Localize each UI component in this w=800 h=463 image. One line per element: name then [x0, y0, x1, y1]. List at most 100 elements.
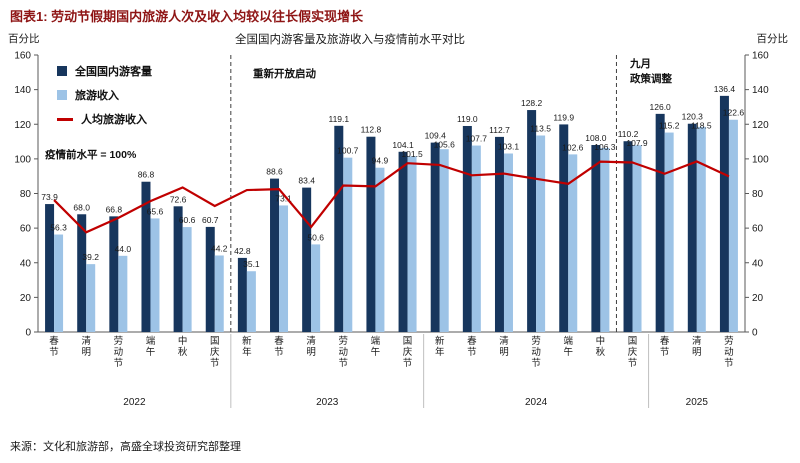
x-axis-label: 午: [563, 346, 573, 358]
bar-label-visitors: 119.1: [328, 114, 349, 124]
y-tick-label-left: 0: [25, 328, 31, 339]
bar-visitors: [398, 151, 408, 332]
y-tick-label-right: 60: [752, 224, 764, 235]
annotation-september-line2: 政策调整: [630, 72, 672, 85]
x-axis-label: 明: [81, 347, 91, 358]
year-label: 2023: [316, 397, 339, 408]
bar-label-revenue: 44.0: [115, 244, 132, 254]
bar-revenue: [86, 264, 96, 332]
bar-visitors: [77, 214, 87, 332]
y-tick-label-right: 100: [752, 154, 769, 165]
bar-label-revenue: 103.1: [498, 142, 520, 152]
bar-visitors: [45, 204, 55, 332]
year-label: 2022: [123, 397, 146, 408]
y-tick-label-right: 80: [752, 189, 764, 200]
x-axis-label: 明: [499, 347, 509, 358]
bar-label-visitors: 126.0: [650, 102, 672, 112]
bar-label-visitors: 42.8: [234, 246, 251, 256]
bar-revenue: [696, 126, 706, 332]
left-axis-unit-label: 百分比: [8, 33, 40, 45]
legend-swatch-visitors: [57, 66, 67, 76]
x-axis-label: 端: [563, 335, 573, 347]
right-axis-unit-label: 百分比: [756, 33, 789, 45]
bar-label-visitors: 119.0: [457, 114, 478, 124]
legend-label-revenue: 旅游收入: [75, 90, 119, 102]
annotation-prepandemic-baseline: 疫情前水平 = 100%: [45, 149, 137, 161]
x-axis-label: 新: [435, 335, 445, 347]
bar-label-revenue: 102.6: [562, 142, 584, 152]
legend-label-per-capita: 人均旅游收入: [81, 114, 147, 126]
bar-revenue: [311, 244, 321, 332]
bar-label-visitors: 120.3: [682, 112, 704, 122]
x-axis-label: 节: [339, 358, 349, 369]
bar-revenue: [150, 218, 160, 332]
legend-label-visitors: 全国国内游客量: [75, 66, 152, 78]
bar-revenue: [343, 157, 353, 332]
x-axis-label: 动: [339, 347, 349, 358]
x-axis-label: 春: [660, 335, 670, 347]
y-tick-label-left: 160: [14, 51, 31, 62]
x-axis-label: 节: [724, 358, 734, 369]
bar-visitors: [623, 141, 633, 332]
x-axis-label: 中: [596, 335, 606, 347]
chart-subtitle: 全国国内游客量及旅游收入与疫情前水平对比: [235, 34, 465, 46]
bar-visitors: [687, 123, 697, 332]
x-axis-label: 端: [146, 335, 156, 347]
y-tick-label-right: 20: [752, 293, 764, 304]
x-axis-label: 清: [499, 335, 509, 347]
year-label: 2025: [686, 397, 709, 408]
x-axis-label: 动: [724, 347, 734, 358]
bar-label-revenue: 107.7: [466, 134, 488, 144]
x-axis-label: 动: [531, 347, 541, 358]
bar-label-revenue: 44.2: [211, 243, 228, 253]
bar-label-revenue: 115.2: [659, 121, 680, 131]
legend-swatch-revenue: [57, 90, 67, 100]
bar-revenue: [246, 271, 256, 332]
x-axis-label: 午: [146, 346, 156, 358]
x-axis-label: 国: [210, 336, 220, 347]
x-axis-label: 端: [371, 335, 381, 347]
bar-revenue: [375, 167, 385, 332]
y-tick-label-left: 40: [20, 258, 32, 269]
bar-label-visitors: 73.9: [41, 192, 58, 202]
legend-swatch-per-capita-line: [57, 117, 73, 121]
bar-label-revenue: 101.5: [401, 149, 423, 159]
x-axis-label: 清: [306, 335, 316, 347]
bar-label-revenue: 94.9: [372, 156, 389, 166]
x-axis-label: 劳: [339, 335, 349, 347]
annotation-reopening: 重新开放启动: [253, 68, 316, 80]
bar-revenue: [632, 145, 642, 332]
bar-revenue: [279, 205, 289, 332]
x-axis-label: 中: [178, 335, 188, 347]
x-axis-label: 庆: [628, 346, 638, 358]
bar-label-revenue: 100.7: [337, 146, 359, 156]
bar-label-revenue: 60.6: [179, 215, 196, 225]
x-axis-label: 节: [274, 347, 284, 358]
x-axis-label: 国: [628, 336, 638, 347]
x-axis-label: 节: [114, 358, 124, 369]
bar-visitors: [591, 145, 601, 332]
y-tick-label-right: 160: [752, 51, 769, 62]
year-label: 2024: [525, 397, 548, 408]
x-axis-label: 动: [114, 347, 124, 358]
bar-visitors: [109, 216, 119, 332]
bar-visitors: [270, 178, 280, 332]
bar-revenue: [182, 227, 192, 332]
x-axis-label: 节: [467, 347, 477, 358]
y-tick-label-left: 120: [14, 120, 31, 131]
bar-visitors: [430, 142, 440, 332]
bar-label-visitors: 128.2: [521, 98, 543, 108]
y-tick-label-left: 20: [20, 293, 32, 304]
x-axis-label: 节: [210, 358, 220, 369]
bar-label-visitors: 104.1: [392, 140, 414, 150]
bar-label-visitors: 83.4: [298, 176, 315, 186]
x-axis-label: 春: [274, 335, 284, 347]
x-axis-label: 春: [49, 335, 59, 347]
y-tick-label-left: 80: [20, 189, 32, 200]
bar-visitors: [366, 136, 376, 332]
bar-label-revenue: 73.1: [275, 193, 292, 203]
x-axis-label: 秋: [178, 346, 188, 358]
bar-label-revenue: 107.9: [626, 138, 648, 148]
